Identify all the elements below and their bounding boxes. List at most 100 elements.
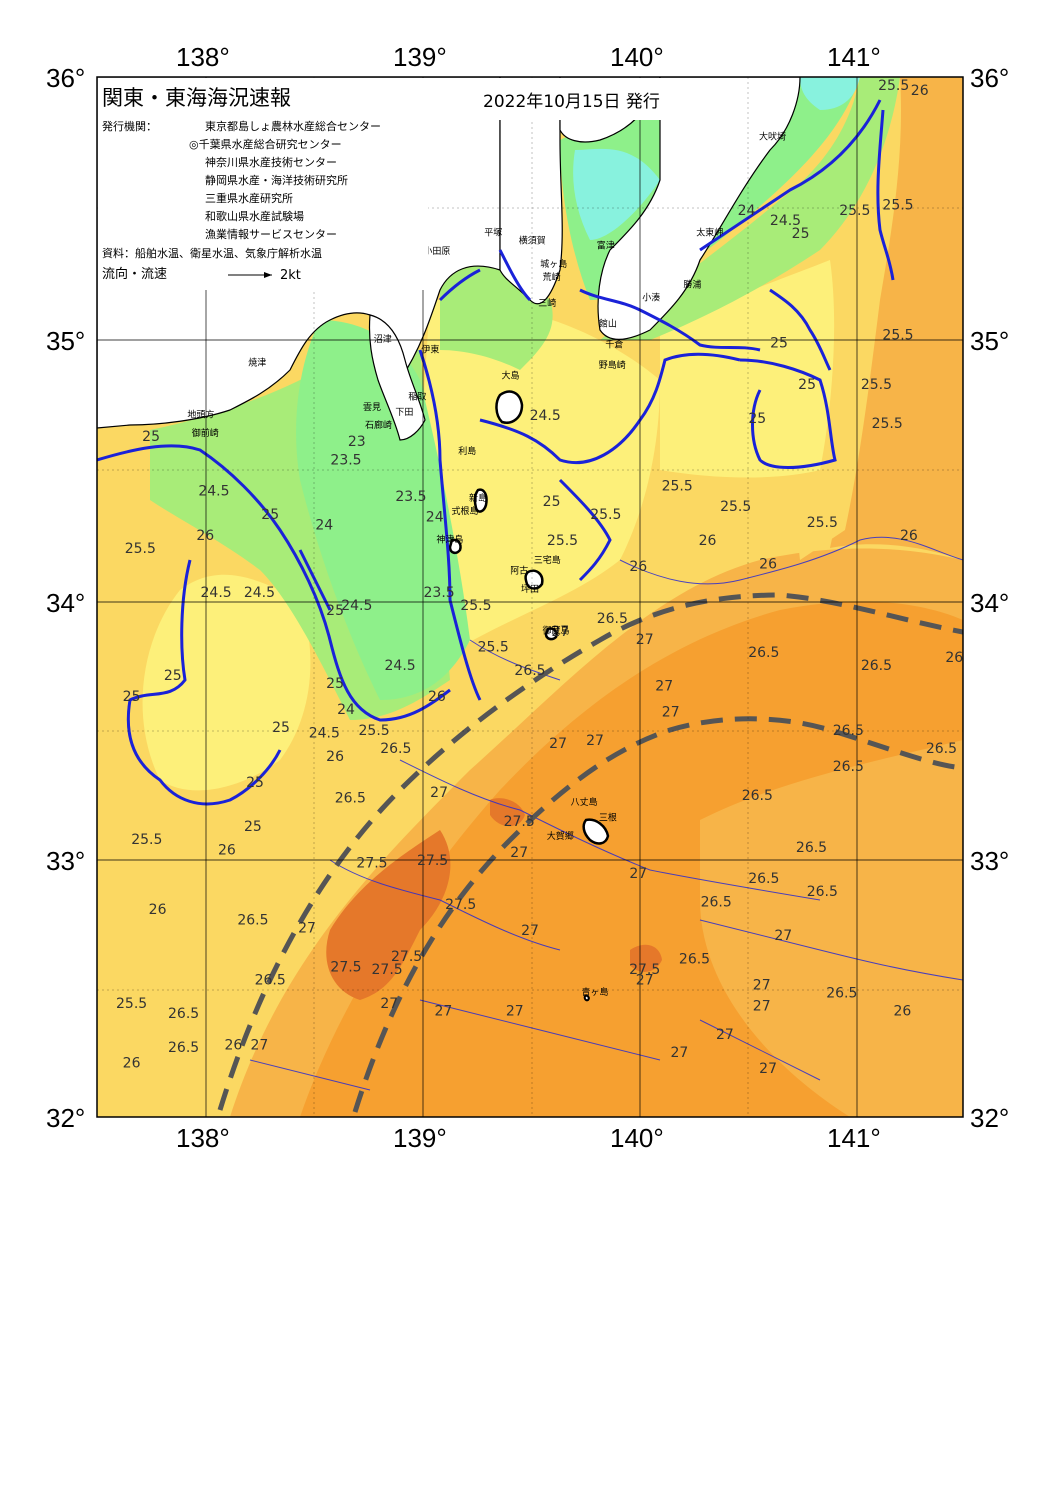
contour-label: 25.5: [861, 377, 892, 393]
contour-label: 27: [549, 736, 567, 752]
contour-label: 25.5: [882, 198, 913, 214]
contour-label: 26.5: [335, 790, 366, 806]
place-label: 利島: [458, 445, 476, 457]
contour-label: 26: [196, 528, 214, 544]
place-label: 平塚: [484, 228, 502, 239]
contour-label: 27: [250, 1037, 268, 1053]
data-sources: 資料：船舶水温、衛星水温、気象庁解析水温: [102, 246, 322, 260]
place-label: 雲見: [363, 402, 381, 413]
place-label: 稲取: [408, 390, 426, 402]
contour-label: 25: [164, 668, 182, 684]
contour-label: 26: [123, 1056, 141, 1072]
lat-right-33: 33°: [970, 846, 1009, 876]
flow-scale-value: 2kt: [280, 268, 301, 283]
lat-left-36: 36°: [46, 63, 85, 93]
contour-label: 24: [337, 702, 355, 718]
lat-left-35: 35°: [46, 326, 85, 356]
place-label: 野島崎: [599, 359, 626, 371]
place-label: 沼津: [374, 334, 392, 345]
place-label: 小田原: [423, 246, 450, 257]
water-green-bright: [296, 320, 470, 700]
contour-label: 27.5: [391, 949, 422, 965]
contour-label: 26.5: [679, 952, 710, 968]
contour-label: 23.5: [395, 489, 426, 505]
place-label: 焼津: [248, 358, 266, 369]
place-label: 下田: [395, 407, 413, 418]
issuer-6: 和歌山県水産試験場: [205, 209, 304, 223]
lon-bottom-141: 141°: [827, 1123, 881, 1153]
contour-label: 26: [326, 749, 344, 765]
contour-label: 24.5: [198, 484, 229, 500]
place-label: 神津島: [436, 533, 463, 545]
contour-label: 23: [348, 434, 366, 450]
lon-bottom-140: 140°: [610, 1123, 664, 1153]
lat-right-34: 34°: [970, 588, 1009, 618]
contour-label: 27: [629, 866, 647, 882]
map-frame: [96, 76, 964, 1118]
contour-label: 27.5: [445, 897, 476, 913]
contour-label: 25: [770, 335, 788, 351]
contour-label: 24.5: [385, 658, 416, 674]
contour-label: 27.5: [330, 959, 361, 975]
contour-label: 25: [123, 689, 141, 705]
place-label: 三根: [599, 812, 617, 824]
island-kozushima: [448, 538, 462, 555]
issuer-1: 東京都島しょ農林水産総合センター: [205, 119, 381, 133]
contour-label: 24: [315, 517, 333, 533]
contour-label: 26: [893, 1004, 911, 1020]
island-aogashima: [583, 994, 590, 1002]
place-label: 新島: [469, 492, 487, 504]
contour-label: 23.5: [330, 452, 361, 468]
issuer-7: 漁業情報サービスセンター: [205, 227, 337, 241]
contour-label: 26: [428, 689, 446, 705]
contour-label: 27.5: [417, 853, 448, 869]
contour-label: 26.5: [748, 645, 779, 661]
water-west-yellow: [142, 574, 311, 791]
contour-label: 25.5: [547, 533, 578, 549]
water-ne-orange: [830, 77, 963, 560]
issuer-label: 発行機関：: [102, 119, 157, 133]
contour-label: 26.5: [926, 741, 957, 757]
place-label: 城ヶ島: [540, 258, 567, 270]
place-label: 大島: [501, 370, 519, 382]
contour-label: 25.5: [807, 515, 838, 531]
contour-label: 25: [244, 819, 262, 835]
contour-label: 26.5: [168, 1006, 199, 1022]
contour-label: 27: [510, 845, 528, 861]
contour-label: 26.5: [168, 1040, 199, 1056]
contour-label: 26: [911, 83, 929, 99]
blue-contours: [97, 99, 895, 806]
contour-label: 25: [748, 411, 766, 427]
contour-label: 25.5: [872, 416, 903, 432]
contour-label: 23.5: [424, 585, 455, 601]
place-label: 勝浦: [683, 279, 701, 291]
contour-label: 25.5: [478, 640, 509, 656]
header-panel: [98, 78, 698, 290]
island-hachijo: [582, 818, 610, 845]
contour-label: 25: [326, 603, 344, 619]
flow-legend-label: 流向・流速: [102, 266, 167, 282]
water-orange-east: [700, 740, 963, 1117]
contour-label: 24: [426, 510, 444, 526]
lat-left-33: 33°: [46, 846, 85, 876]
map-title: 関東・東海海況速報: [102, 86, 291, 110]
contour-label: 25.5: [590, 507, 621, 523]
place-label: 坪田: [521, 584, 539, 595]
contour-label: 24.5: [530, 408, 561, 424]
contour-label: 26.5: [237, 913, 268, 929]
contour-label: 26.5: [514, 663, 545, 679]
contour-label: 24: [738, 203, 756, 219]
contour-label: 26: [149, 902, 167, 918]
contour-label: 26: [629, 559, 647, 575]
issue-date: 2022年10月15日 発行: [483, 92, 660, 112]
place-label: 富津: [597, 240, 615, 252]
contour-label: 26.5: [807, 884, 838, 900]
contour-label: 25.5: [878, 78, 909, 94]
contour-label: 25: [272, 720, 290, 736]
contour-label: 27: [636, 632, 654, 648]
place-label: 青ヶ島: [581, 986, 608, 998]
place-label: 石廊崎: [365, 419, 392, 431]
